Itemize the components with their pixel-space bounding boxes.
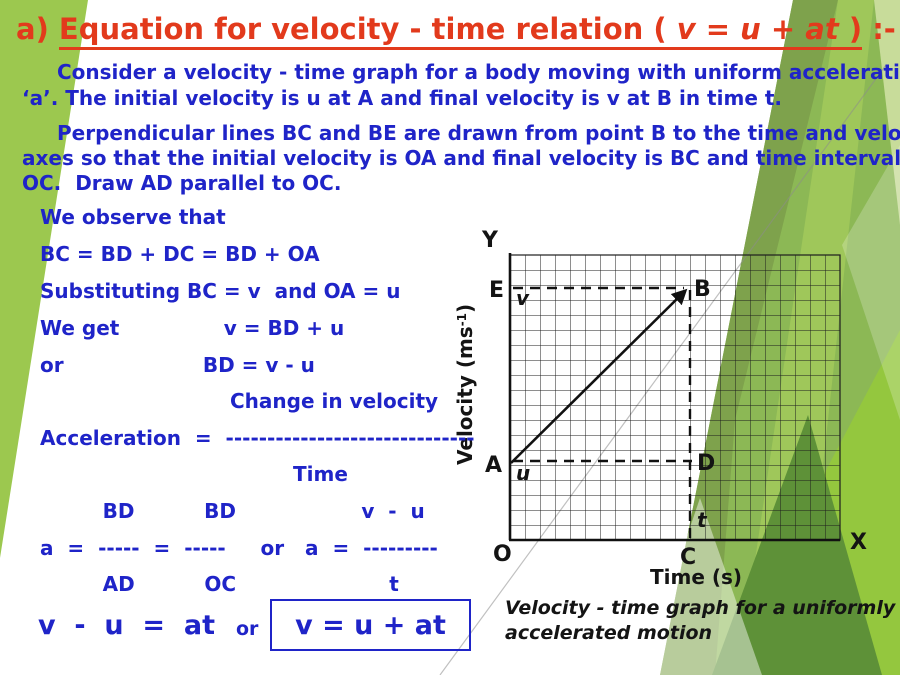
fraction-row-numerators: BD BD v - u — [40, 499, 425, 523]
background-shape — [640, 498, 762, 675]
velocity-line-AB — [510, 288, 688, 464]
acceleration-equation: Acceleration = -------------------------… — [40, 426, 475, 450]
title-equation: v = u + at — [676, 12, 839, 46]
title-underlined: Equation for velocity - time relation ( … — [58, 12, 863, 50]
fraction-row-bars: a = ----- = ----- or a = --------- — [40, 536, 438, 560]
label-u: u — [516, 461, 530, 485]
paragraph-2-line-1: Perpendicular lines BC and BE are drawn … — [57, 121, 900, 145]
label-X: X — [850, 530, 867, 555]
label-A: A — [485, 453, 502, 478]
acceleration-denominator: Time — [293, 462, 348, 486]
slide-title: a) Equation for velocity - time relation… — [16, 12, 896, 50]
paragraph-1-line-2: ‘a’. The initial velocity is u at A and … — [22, 86, 782, 110]
final-equation-box: v = u + at — [270, 599, 471, 651]
paragraph-1-line-1: Consider a velocity - time graph for a b… — [57, 60, 900, 84]
graph-grid — [510, 255, 840, 540]
acceleration-numerator: Change in velocity — [230, 389, 439, 413]
fraction-row-denominators: AD OC t — [40, 572, 399, 596]
derivation-substitute: Substituting BC = v and OA = u — [40, 279, 401, 303]
final-equation-left: v - u = at — [38, 610, 215, 641]
title-prefix: a) — [16, 12, 59, 46]
title-suffix: :- — [862, 12, 896, 46]
final-equation-or: or — [236, 618, 259, 640]
label-C: C — [680, 545, 696, 570]
derivation-or: or BD = v - u — [40, 353, 315, 377]
label-E: E — [489, 278, 504, 303]
graph-caption: Velocity - time graph for a uniformly acc… — [505, 597, 896, 644]
y-axis-label: Velocity (ms-1) — [453, 304, 477, 465]
label-B: B — [694, 277, 711, 302]
label-v: v — [516, 286, 530, 310]
final-equation-boxed: v = u + at — [295, 609, 446, 641]
label-Y: Y — [481, 228, 499, 253]
left-green-wedge — [0, 0, 88, 558]
paragraph-2-line-3: OC. Draw AD parallel to OC. — [22, 171, 342, 195]
x-axis-label: Time (s) — [650, 565, 742, 589]
background-shape — [842, 145, 900, 420]
label-D: D — [697, 451, 715, 476]
paragraph-2-line-2: axes so that the initial velocity is OA … — [22, 146, 900, 170]
derivation-we-get: We get v = BD + u — [40, 316, 345, 340]
background-shape — [712, 415, 882, 675]
derivation-sum: BC = BD + DC = BD + OA — [40, 242, 320, 266]
derivation-observe: We observe that — [40, 205, 226, 229]
label-t: t — [697, 508, 708, 532]
background-shape — [874, 0, 900, 225]
label-O: O — [493, 542, 512, 567]
